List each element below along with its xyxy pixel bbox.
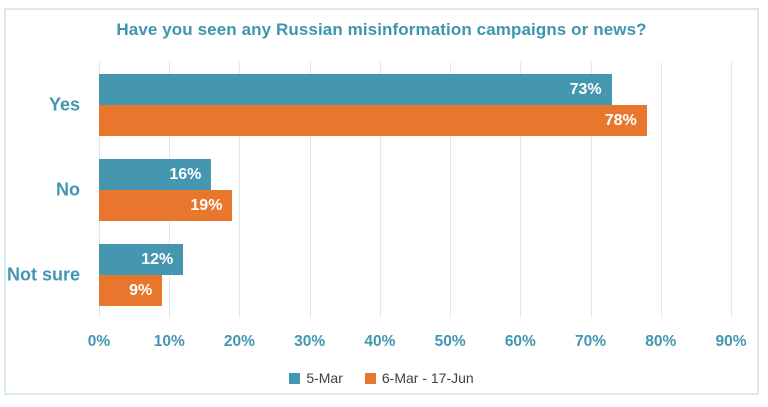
x-tick-label: 50%	[434, 333, 466, 350]
legend-item: 6-Mar - 17-Jun	[364, 370, 474, 386]
x-tick-label: 0%	[87, 333, 111, 350]
bar-5-mar: 16%	[99, 158, 212, 190]
bar-value-label: 73%	[569, 80, 602, 98]
bar-value-label: 78%	[604, 111, 637, 129]
bar-value-label: 16%	[169, 165, 202, 183]
legend-swatch	[364, 372, 376, 384]
gridline	[520, 62, 522, 318]
gridline	[731, 62, 732, 318]
plot-area: Yes 73% 78% No 16% 19% Not sure 12% 9%	[7, 62, 732, 318]
bar-6-mar---17-jun: 78%	[99, 104, 647, 136]
category-row-yes: Yes 73% 78%	[49, 62, 731, 147]
category-row-no: No 16% 19%	[56, 147, 731, 232]
legend: 5-Mar 6-Mar - 17-Jun	[6, 370, 757, 386]
x-tick-label: 20%	[223, 333, 255, 350]
x-tick-label: 70%	[575, 333, 607, 350]
x-tick-label: 60%	[504, 333, 536, 350]
bar-value-label: 12%	[141, 251, 174, 269]
chart-title: Have you seen any Russian misinformation…	[116, 20, 647, 39]
x-tick-label: 40%	[364, 333, 396, 350]
gridline	[379, 62, 381, 318]
category-label: Not sure	[6, 264, 80, 285]
x-tick-label: 80%	[645, 333, 677, 350]
bar-group: 12% 9%	[99, 244, 731, 307]
gridline	[450, 62, 452, 318]
gridline	[309, 62, 311, 318]
gridline	[590, 62, 592, 318]
gridline	[660, 62, 662, 318]
chart-frame: Have you seen any Russian misinformation…	[4, 8, 759, 395]
x-tick-label: 90%	[715, 333, 747, 350]
bar-value-label: 19%	[190, 196, 223, 214]
gridline	[239, 62, 241, 318]
bar-6-mar---17-jun: 19%	[99, 189, 233, 221]
category-row-not-sure: Not sure 12% 9%	[7, 233, 731, 318]
category-label: No	[56, 179, 80, 200]
legend-swatch	[289, 372, 301, 384]
bar-group: 73% 78%	[99, 73, 731, 136]
legend-item: 5-Mar	[289, 370, 343, 386]
bar-6-mar---17-jun: 9%	[99, 275, 163, 307]
bar-5-mar: 12%	[99, 244, 184, 276]
x-axis: 0% 10% 20% 30% 40% 50% 60% 70% 80% 90%	[88, 328, 747, 350]
legend-series-label: 6-Mar - 17-Jun	[381, 370, 474, 386]
x-tick-label: 10%	[153, 333, 185, 350]
bar-value-label: 9%	[129, 282, 153, 300]
x-tick-label: 30%	[294, 333, 326, 350]
bar-group: 16% 19%	[99, 158, 731, 221]
bar-5-mar: 73%	[99, 73, 612, 105]
legend-series-label: 5-Mar	[306, 370, 343, 386]
category-label: Yes	[48, 94, 80, 115]
